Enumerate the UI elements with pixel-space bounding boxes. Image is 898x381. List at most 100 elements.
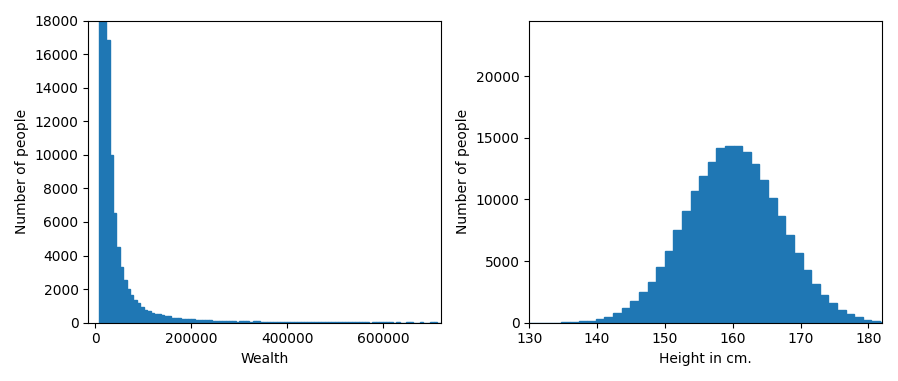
Bar — [311, 322, 314, 323]
Bar — [100, 0, 102, 323]
Bar — [307, 322, 311, 323]
Bar — [267, 322, 270, 323]
Bar — [216, 321, 219, 323]
Bar — [630, 301, 638, 323]
Bar — [863, 320, 871, 323]
Bar — [324, 322, 328, 323]
Bar — [339, 322, 341, 323]
Bar — [290, 322, 294, 323]
Bar — [127, 288, 130, 323]
Bar — [239, 321, 242, 323]
Bar — [358, 322, 362, 323]
Bar — [621, 308, 630, 323]
Bar — [242, 322, 246, 323]
Bar — [700, 176, 708, 323]
Bar — [250, 322, 253, 323]
Bar — [263, 322, 267, 323]
Bar — [212, 321, 216, 323]
Bar — [854, 317, 863, 323]
Bar — [130, 295, 134, 323]
Bar — [119, 267, 123, 323]
Bar — [102, 0, 106, 323]
Bar — [717, 148, 725, 323]
Bar — [578, 321, 587, 323]
Bar — [647, 282, 656, 323]
Bar — [734, 146, 743, 323]
Bar — [321, 322, 324, 323]
Bar — [768, 199, 777, 323]
Bar — [174, 318, 178, 323]
Bar — [665, 251, 674, 323]
Bar — [195, 320, 198, 323]
Bar — [185, 319, 188, 323]
Bar — [341, 322, 345, 323]
Bar — [751, 163, 760, 323]
Bar — [304, 322, 307, 323]
Bar — [314, 322, 318, 323]
Bar — [253, 322, 256, 323]
Bar — [301, 322, 304, 323]
X-axis label: Height in cm.: Height in cm. — [659, 352, 752, 366]
Bar — [570, 322, 578, 323]
Bar — [613, 313, 621, 323]
Bar — [287, 322, 290, 323]
Bar — [161, 315, 164, 323]
Bar — [123, 280, 127, 323]
Bar — [674, 230, 682, 323]
Bar — [117, 247, 119, 323]
X-axis label: Wealth: Wealth — [241, 352, 289, 366]
Bar — [246, 321, 250, 323]
Bar — [225, 321, 229, 323]
Bar — [785, 235, 794, 323]
Bar — [604, 317, 613, 323]
Bar — [284, 322, 287, 323]
Bar — [708, 162, 717, 323]
Bar — [188, 319, 191, 323]
Bar — [318, 322, 321, 323]
Bar — [846, 314, 854, 323]
Bar — [794, 253, 803, 323]
Bar — [335, 322, 339, 323]
Bar — [587, 321, 596, 323]
Y-axis label: Number of people: Number of people — [15, 109, 29, 234]
Bar — [110, 155, 113, 323]
Bar — [144, 310, 147, 323]
Bar — [871, 321, 880, 323]
Bar — [294, 322, 297, 323]
Bar — [331, 322, 335, 323]
Bar — [345, 322, 348, 323]
Bar — [151, 313, 154, 323]
Bar — [222, 321, 225, 323]
Bar — [348, 322, 352, 323]
Bar — [880, 322, 889, 323]
Bar — [113, 213, 117, 323]
Bar — [208, 320, 212, 323]
Bar — [198, 320, 202, 323]
Bar — [396, 322, 400, 323]
Bar — [134, 300, 136, 323]
Bar — [725, 146, 734, 323]
Bar — [233, 322, 236, 323]
Bar — [820, 295, 828, 323]
Bar — [743, 152, 751, 323]
Bar — [760, 180, 768, 323]
Bar — [365, 322, 369, 323]
Bar — [356, 322, 358, 323]
Bar — [260, 322, 263, 323]
Bar — [682, 211, 691, 323]
Bar — [136, 303, 140, 323]
Bar — [273, 322, 277, 323]
Bar — [270, 322, 273, 323]
Bar — [202, 320, 205, 323]
Bar — [178, 318, 181, 323]
Bar — [191, 319, 195, 323]
Bar — [638, 292, 647, 323]
Bar — [256, 322, 260, 323]
Bar — [229, 321, 233, 323]
Bar — [140, 307, 144, 323]
Bar — [106, 40, 110, 323]
Bar — [280, 322, 284, 323]
Bar — [691, 191, 700, 323]
Y-axis label: Number of people: Number of people — [456, 109, 470, 234]
Bar — [656, 267, 665, 323]
